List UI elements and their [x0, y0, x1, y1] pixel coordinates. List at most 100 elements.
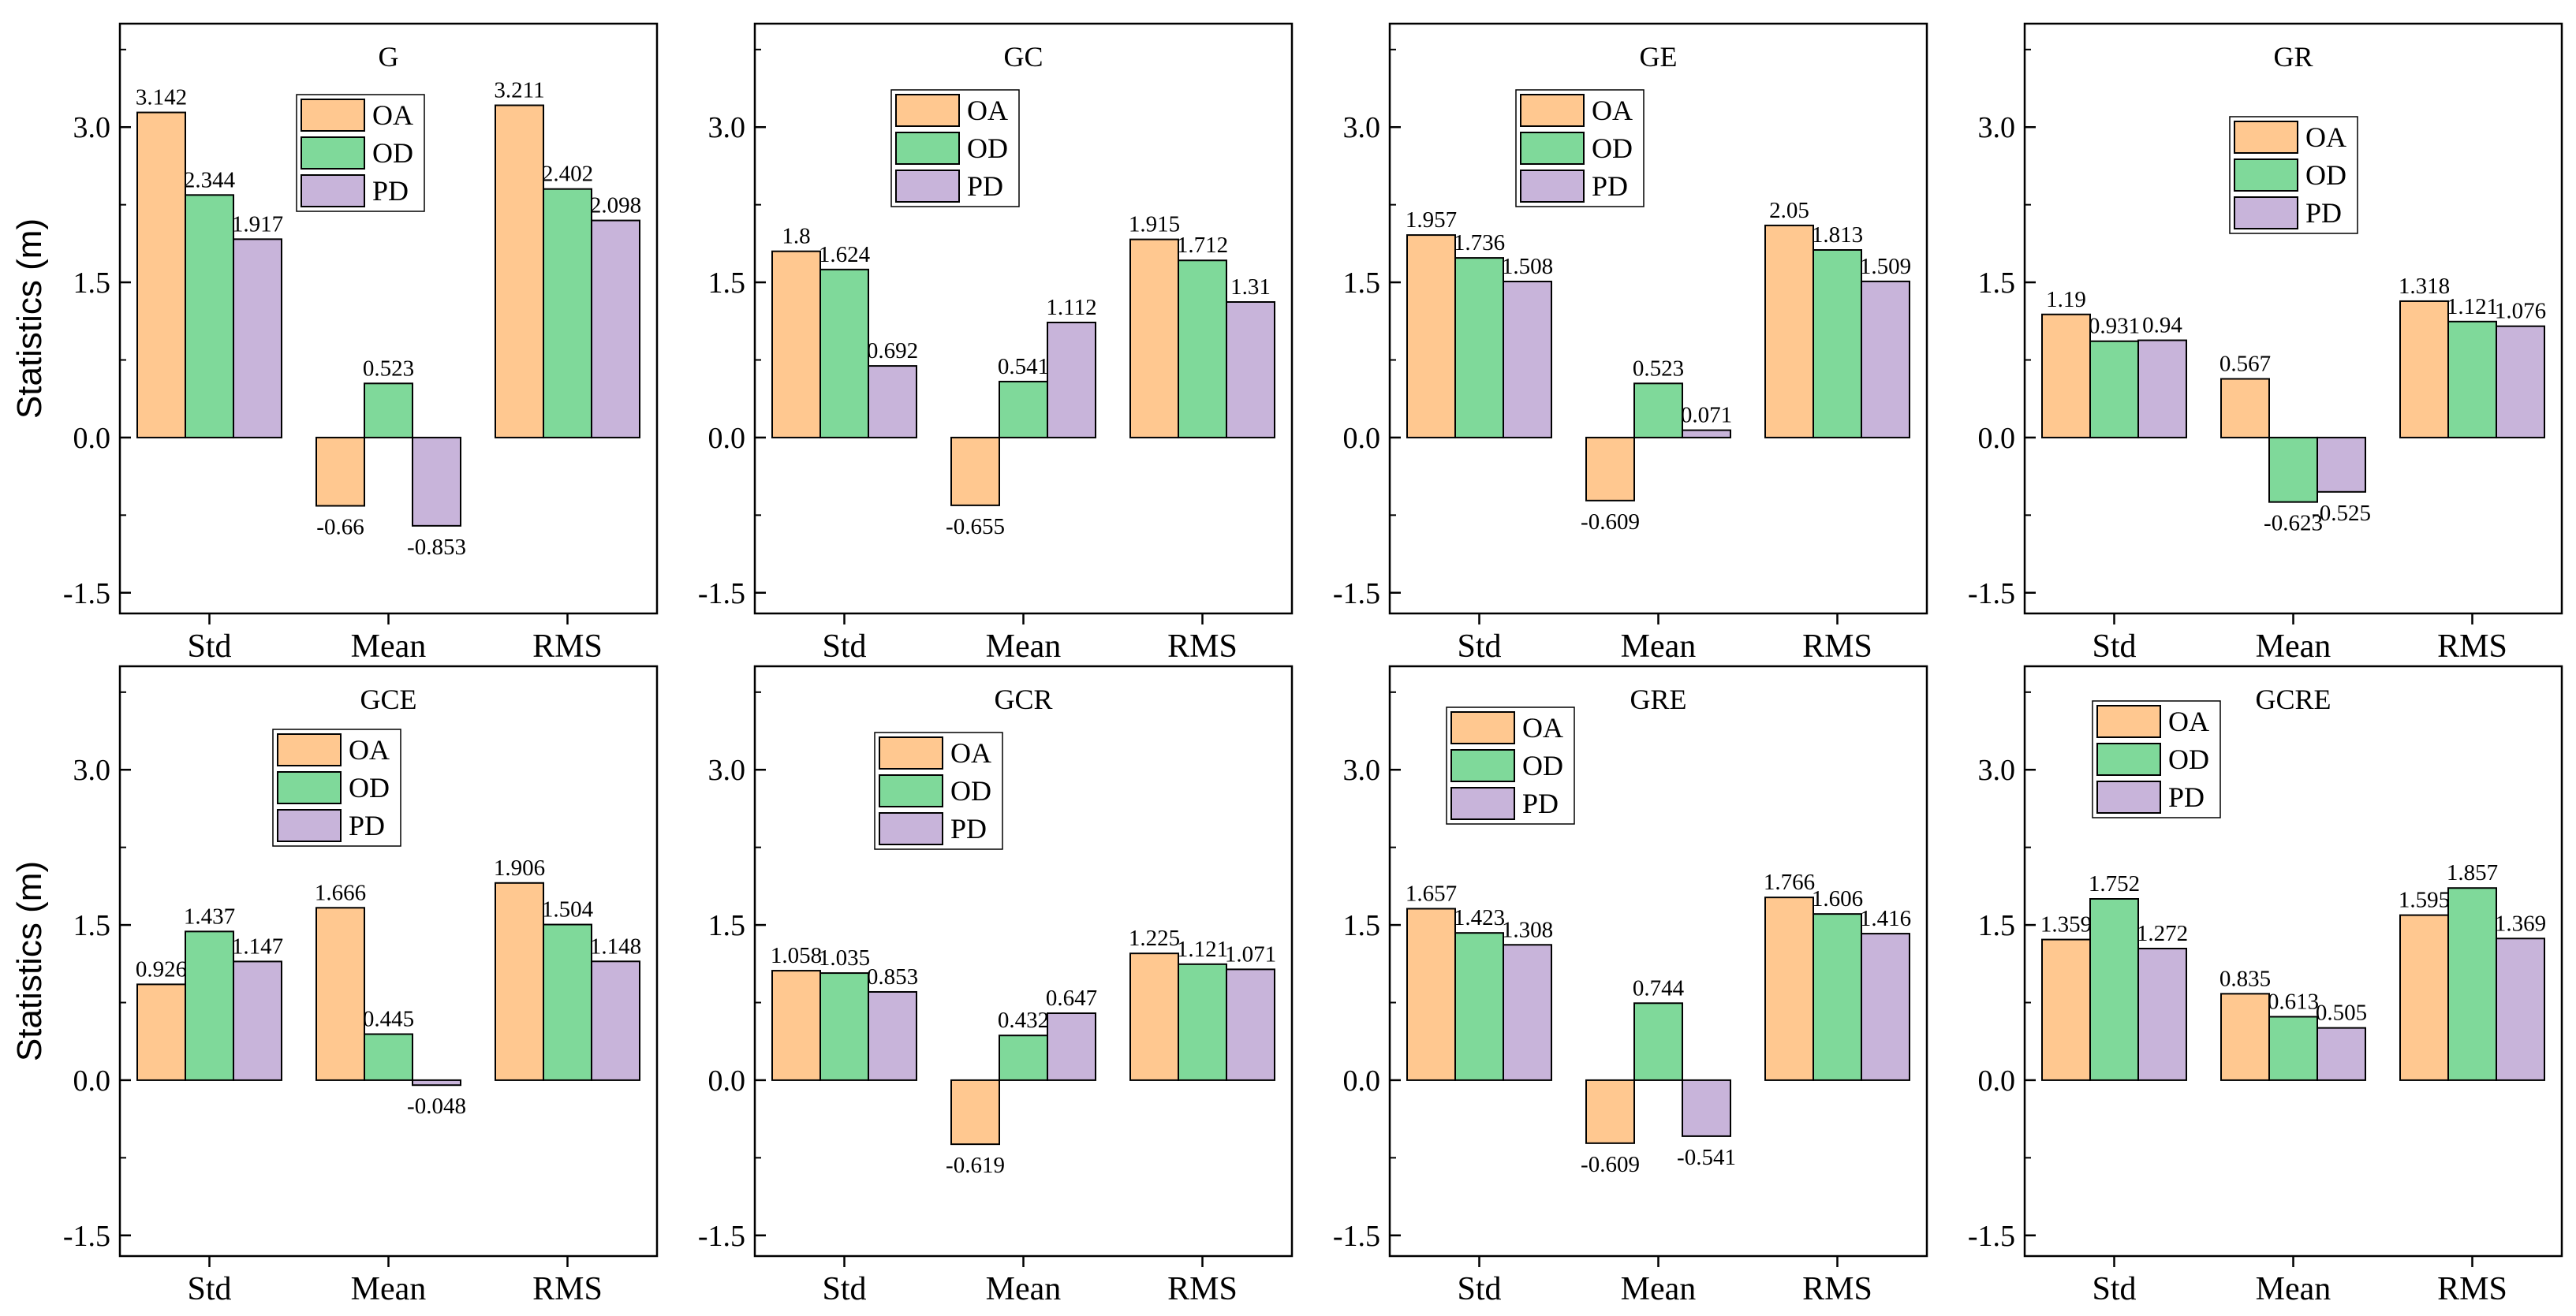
x-tick-label: RMS — [1802, 628, 1872, 665]
legend-swatch-oa — [277, 733, 342, 766]
legend-label-oa: OA — [2168, 706, 2209, 737]
data-label: 0.523 — [1633, 356, 1684, 381]
bar-oa-rms — [1764, 897, 1814, 1081]
data-label: 1.624 — [819, 242, 871, 267]
legend-swatch-od — [277, 771, 342, 804]
bar-oa-std — [2041, 313, 2091, 438]
legend-swatch-od — [2234, 158, 2298, 192]
data-label: -0.609 — [1581, 1152, 1640, 1177]
y-tick-label: 3.0 — [1978, 111, 2016, 144]
bar-pd-rms — [591, 960, 640, 1081]
legend-label-oa: OA — [967, 95, 1008, 126]
bar-pd-std — [233, 238, 282, 438]
y-tick-label: 3.0 — [708, 111, 746, 144]
legend-label-od: OD — [1522, 750, 1563, 781]
bar-pd-mean — [1047, 321, 1096, 438]
data-label: 1.752 — [2089, 871, 2140, 897]
x-tick-label: Mean — [1621, 1271, 1697, 1307]
bar-oa-rms — [1129, 953, 1179, 1081]
x-tick-label: Std — [822, 1271, 866, 1307]
data-label: -0.609 — [1581, 509, 1640, 535]
y-tick-label: 3.0 — [73, 111, 111, 144]
bar-od-std — [1454, 932, 1504, 1081]
bar-od-mean — [364, 382, 413, 438]
data-label: -0.525 — [2312, 501, 2371, 526]
legend: OA OD PD — [272, 729, 401, 847]
legend: OA OD PD — [1515, 89, 1645, 207]
y-tick-label: 1.5 — [73, 909, 111, 942]
legend-label-od: OD — [372, 137, 413, 169]
bar-oa-std — [1406, 908, 1456, 1081]
legend-swatch-oa — [879, 736, 943, 770]
x-tick-label: Std — [1457, 1271, 1501, 1307]
legend-swatch-pd — [1450, 787, 1515, 820]
y-tick-label: -1.5 — [1333, 577, 1380, 610]
y-tick-label: -1.5 — [1333, 1220, 1380, 1253]
bar-od-rms — [2447, 887, 2497, 1081]
bar-pd-mean — [2317, 436, 2366, 493]
y-tick-label: 1.5 — [73, 267, 111, 300]
x-tick-label: Std — [1457, 628, 1501, 665]
legend: OA OD PD — [2229, 116, 2358, 234]
data-label: 0.432 — [998, 1008, 1049, 1033]
bar-oa-std — [771, 970, 821, 1081]
data-label: 0.523 — [363, 356, 414, 381]
legend-swatch-oa — [301, 99, 365, 132]
y-tick-label: 1.5 — [1978, 267, 2016, 300]
bar-oa-mean — [2220, 993, 2270, 1081]
y-tick-label: 0.0 — [73, 422, 111, 455]
data-label: 1.058 — [771, 943, 822, 968]
y-tick-label: 0.0 — [1978, 422, 2016, 455]
y-tick-label: 1.5 — [1343, 909, 1381, 942]
x-tick-label: Mean — [1621, 628, 1697, 665]
data-label: 2.402 — [542, 162, 593, 187]
bar-od-std — [185, 930, 234, 1081]
bar-od-std — [185, 194, 234, 438]
legend-label-pd: PD — [2168, 781, 2205, 813]
bar-od-mean — [999, 1035, 1048, 1081]
x-tick-label: RMS — [1167, 1271, 1238, 1307]
legend-label-od: OD — [349, 772, 390, 803]
data-label: 1.148 — [590, 934, 641, 959]
bar-oa-mean — [950, 436, 1000, 506]
y-tick-label: 3.0 — [1978, 754, 2016, 787]
data-label: 2.344 — [184, 167, 236, 192]
data-label: 1.272 — [2137, 921, 2188, 946]
legend: OA OD PD — [890, 89, 1020, 207]
y-tick-label: 3.0 — [1343, 111, 1381, 144]
bar-oa-rms — [495, 104, 544, 438]
legend-label-od: OD — [967, 132, 1008, 164]
bar-pd-std — [2137, 339, 2187, 438]
data-label: 3.211 — [494, 78, 544, 103]
legend-swatch-pd — [277, 809, 342, 842]
bar-oa-rms — [1129, 238, 1179, 438]
legend-swatch-od — [879, 774, 943, 807]
bar-oa-rms — [2399, 300, 2449, 438]
data-label: 1.147 — [232, 934, 283, 959]
bar-pd-std — [868, 365, 917, 438]
bar-oa-mean — [2220, 378, 2270, 438]
bar-oa-mean — [1585, 436, 1635, 501]
data-label: 1.736 — [1454, 230, 1505, 255]
legend-label-od: OD — [950, 775, 991, 807]
chart-title: GRE — [1630, 684, 1687, 715]
legend: OA OD PD — [296, 94, 425, 212]
data-label: 0.744 — [1633, 975, 1685, 1001]
legend-label-od: OD — [2168, 744, 2209, 775]
bar-pd-rms — [2496, 325, 2545, 438]
x-tick-label: Mean — [2256, 628, 2331, 665]
legend-swatch-pd — [2234, 196, 2298, 229]
data-label: 1.31 — [1230, 274, 1271, 300]
legend-label-pd: PD — [372, 175, 409, 207]
bar-od-rms — [1813, 248, 1862, 438]
data-label: 1.606 — [1812, 886, 1863, 912]
legend-swatch-pd — [2096, 781, 2161, 814]
data-label: -0.048 — [407, 1094, 466, 1119]
data-label: 1.906 — [494, 856, 545, 881]
legend-swatch-pd — [879, 812, 943, 845]
bar-oa-std — [2041, 938, 2091, 1081]
x-tick-label: RMS — [532, 1271, 603, 1307]
legend-swatch-oa — [1450, 711, 1515, 744]
